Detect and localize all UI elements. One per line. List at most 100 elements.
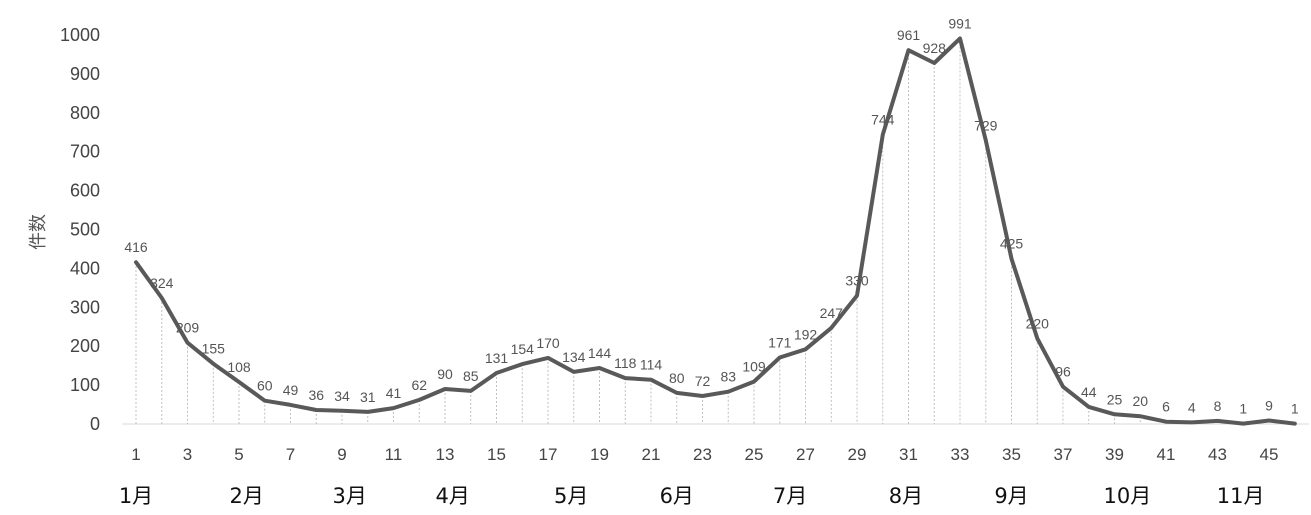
data-label: 60 — [257, 378, 273, 394]
data-label: 85 — [463, 368, 479, 384]
x-tick-label: 45 — [1260, 445, 1279, 464]
data-label: 80 — [669, 370, 685, 386]
data-label: 114 — [640, 357, 663, 373]
data-label: 416 — [124, 239, 148, 255]
data-label: 44 — [1081, 384, 1097, 400]
data-label: 72 — [695, 373, 711, 389]
x-tick-label: 13 — [436, 445, 455, 464]
x-tick-label: 5 — [234, 445, 243, 464]
data-label: 36 — [308, 387, 324, 403]
y-axis-label: 件数 — [28, 214, 49, 250]
data-label: 41 — [386, 385, 402, 401]
data-label: 31 — [360, 389, 376, 405]
data-label: 744 — [871, 112, 895, 128]
data-label: 154 — [511, 341, 535, 357]
data-label: 131 — [485, 350, 509, 366]
x-tick-label: 23 — [693, 445, 712, 464]
series-line — [134, 36, 1297, 426]
data-label: 83 — [720, 369, 736, 385]
month-label: 10月 — [1104, 484, 1152, 508]
data-label: 118 — [614, 355, 637, 371]
month-label: 5月 — [554, 484, 588, 508]
data-label: 34 — [334, 388, 350, 404]
y-tick-label: 500 — [70, 220, 100, 240]
x-tick-label: 21 — [642, 445, 661, 464]
data-label: 8 — [1214, 398, 1222, 414]
data-label: 96 — [1055, 364, 1071, 380]
x-axis-ticks: 1 3 5 7 9 11 13 15 17 19 21 23 25 27 29 31 33 35 37 39 41 43 4… — [131, 445, 1278, 464]
x-tick-label: 1 — [131, 445, 140, 464]
x-tick-label: 3 — [183, 445, 192, 464]
y-tick-label: 1000 — [60, 25, 100, 45]
x-tick-label: 19 — [590, 445, 609, 464]
y-tick-label: 700 — [70, 142, 100, 162]
y-tick-label: 900 — [70, 64, 100, 84]
month-label: 1月 — [119, 484, 153, 508]
data-label: 20 — [1132, 393, 1148, 409]
y-tick-label: 800 — [70, 103, 100, 123]
y-tick-label: 600 — [70, 181, 100, 201]
x-tick-label: 9 — [337, 445, 346, 464]
x-tick-label: 11 — [385, 445, 403, 464]
data-label: 1 — [1239, 401, 1247, 417]
data-label: 90 — [437, 366, 453, 382]
data-label: 247 — [820, 305, 844, 321]
data-label: 961 — [897, 27, 921, 43]
y-tick-label: 300 — [70, 297, 100, 317]
x-tick-label: 31 — [899, 445, 918, 464]
x-tick-label: 39 — [1105, 445, 1124, 464]
x-tick-label: 33 — [951, 445, 970, 464]
month-label: 4月 — [436, 484, 470, 508]
month-label: 6月 — [660, 484, 694, 508]
month-label: 8月 — [889, 484, 923, 508]
data-label: 144 — [588, 345, 612, 361]
data-label: 192 — [794, 326, 818, 342]
data-label: 108 — [227, 359, 251, 375]
y-tick-label: 200 — [70, 336, 100, 356]
month-label: 3月 — [333, 484, 367, 508]
x-tick-label: 7 — [286, 445, 295, 464]
data-label: 209 — [176, 320, 200, 336]
y-tick-label: 0 — [90, 414, 100, 434]
data-label: 155 — [202, 341, 226, 357]
data-label: 220 — [1026, 315, 1050, 331]
data-label: 62 — [411, 377, 427, 393]
x-tick-label: 35 — [1002, 445, 1021, 464]
data-label: 324 — [150, 275, 174, 291]
data-label: 25 — [1107, 391, 1123, 407]
data-label: 134 — [562, 349, 586, 365]
x-tick-label: 43 — [1208, 445, 1227, 464]
month-label: 7月 — [773, 484, 807, 508]
month-label: 2月 — [230, 484, 264, 508]
x-tick-label: 15 — [487, 445, 506, 464]
data-label: 6 — [1162, 399, 1170, 415]
data-label: 4 — [1188, 399, 1196, 415]
x-tick-label: 17 — [539, 445, 558, 464]
x-tick-label: 29 — [848, 445, 867, 464]
data-label: 171 — [768, 334, 792, 350]
data-label: 928 — [923, 40, 947, 56]
data-label: 9 — [1265, 397, 1273, 413]
x-tick-label: 37 — [1054, 445, 1073, 464]
series-line-group — [134, 36, 1297, 426]
data-label: 49 — [283, 382, 299, 398]
data-label: 1 — [1291, 401, 1299, 417]
data-label: 991 — [948, 16, 972, 32]
data-label: 330 — [845, 273, 869, 289]
drop-lines — [135, 38, 1296, 424]
y-tick-label: 400 — [70, 258, 100, 278]
data-label: 729 — [974, 117, 998, 133]
x-tick-label: 27 — [796, 445, 815, 464]
month-label: 11月 — [1217, 484, 1265, 508]
y-tick-label: 100 — [70, 375, 100, 395]
data-label: 109 — [742, 359, 766, 375]
data-label: 425 — [1000, 236, 1024, 252]
y-axis-ticks: 0 100 200 300 400 500 600 700 800 900 1000 — [60, 25, 100, 434]
x-tick-label: 25 — [745, 445, 764, 464]
data-label: 170 — [536, 335, 560, 351]
month-labels: 1月 2月 3月 4月 5月 6月 7月 8月 9月 10月 11月 — [119, 484, 1265, 508]
month-label: 9月 — [994, 484, 1028, 508]
x-tick-label: 41 — [1157, 445, 1176, 464]
